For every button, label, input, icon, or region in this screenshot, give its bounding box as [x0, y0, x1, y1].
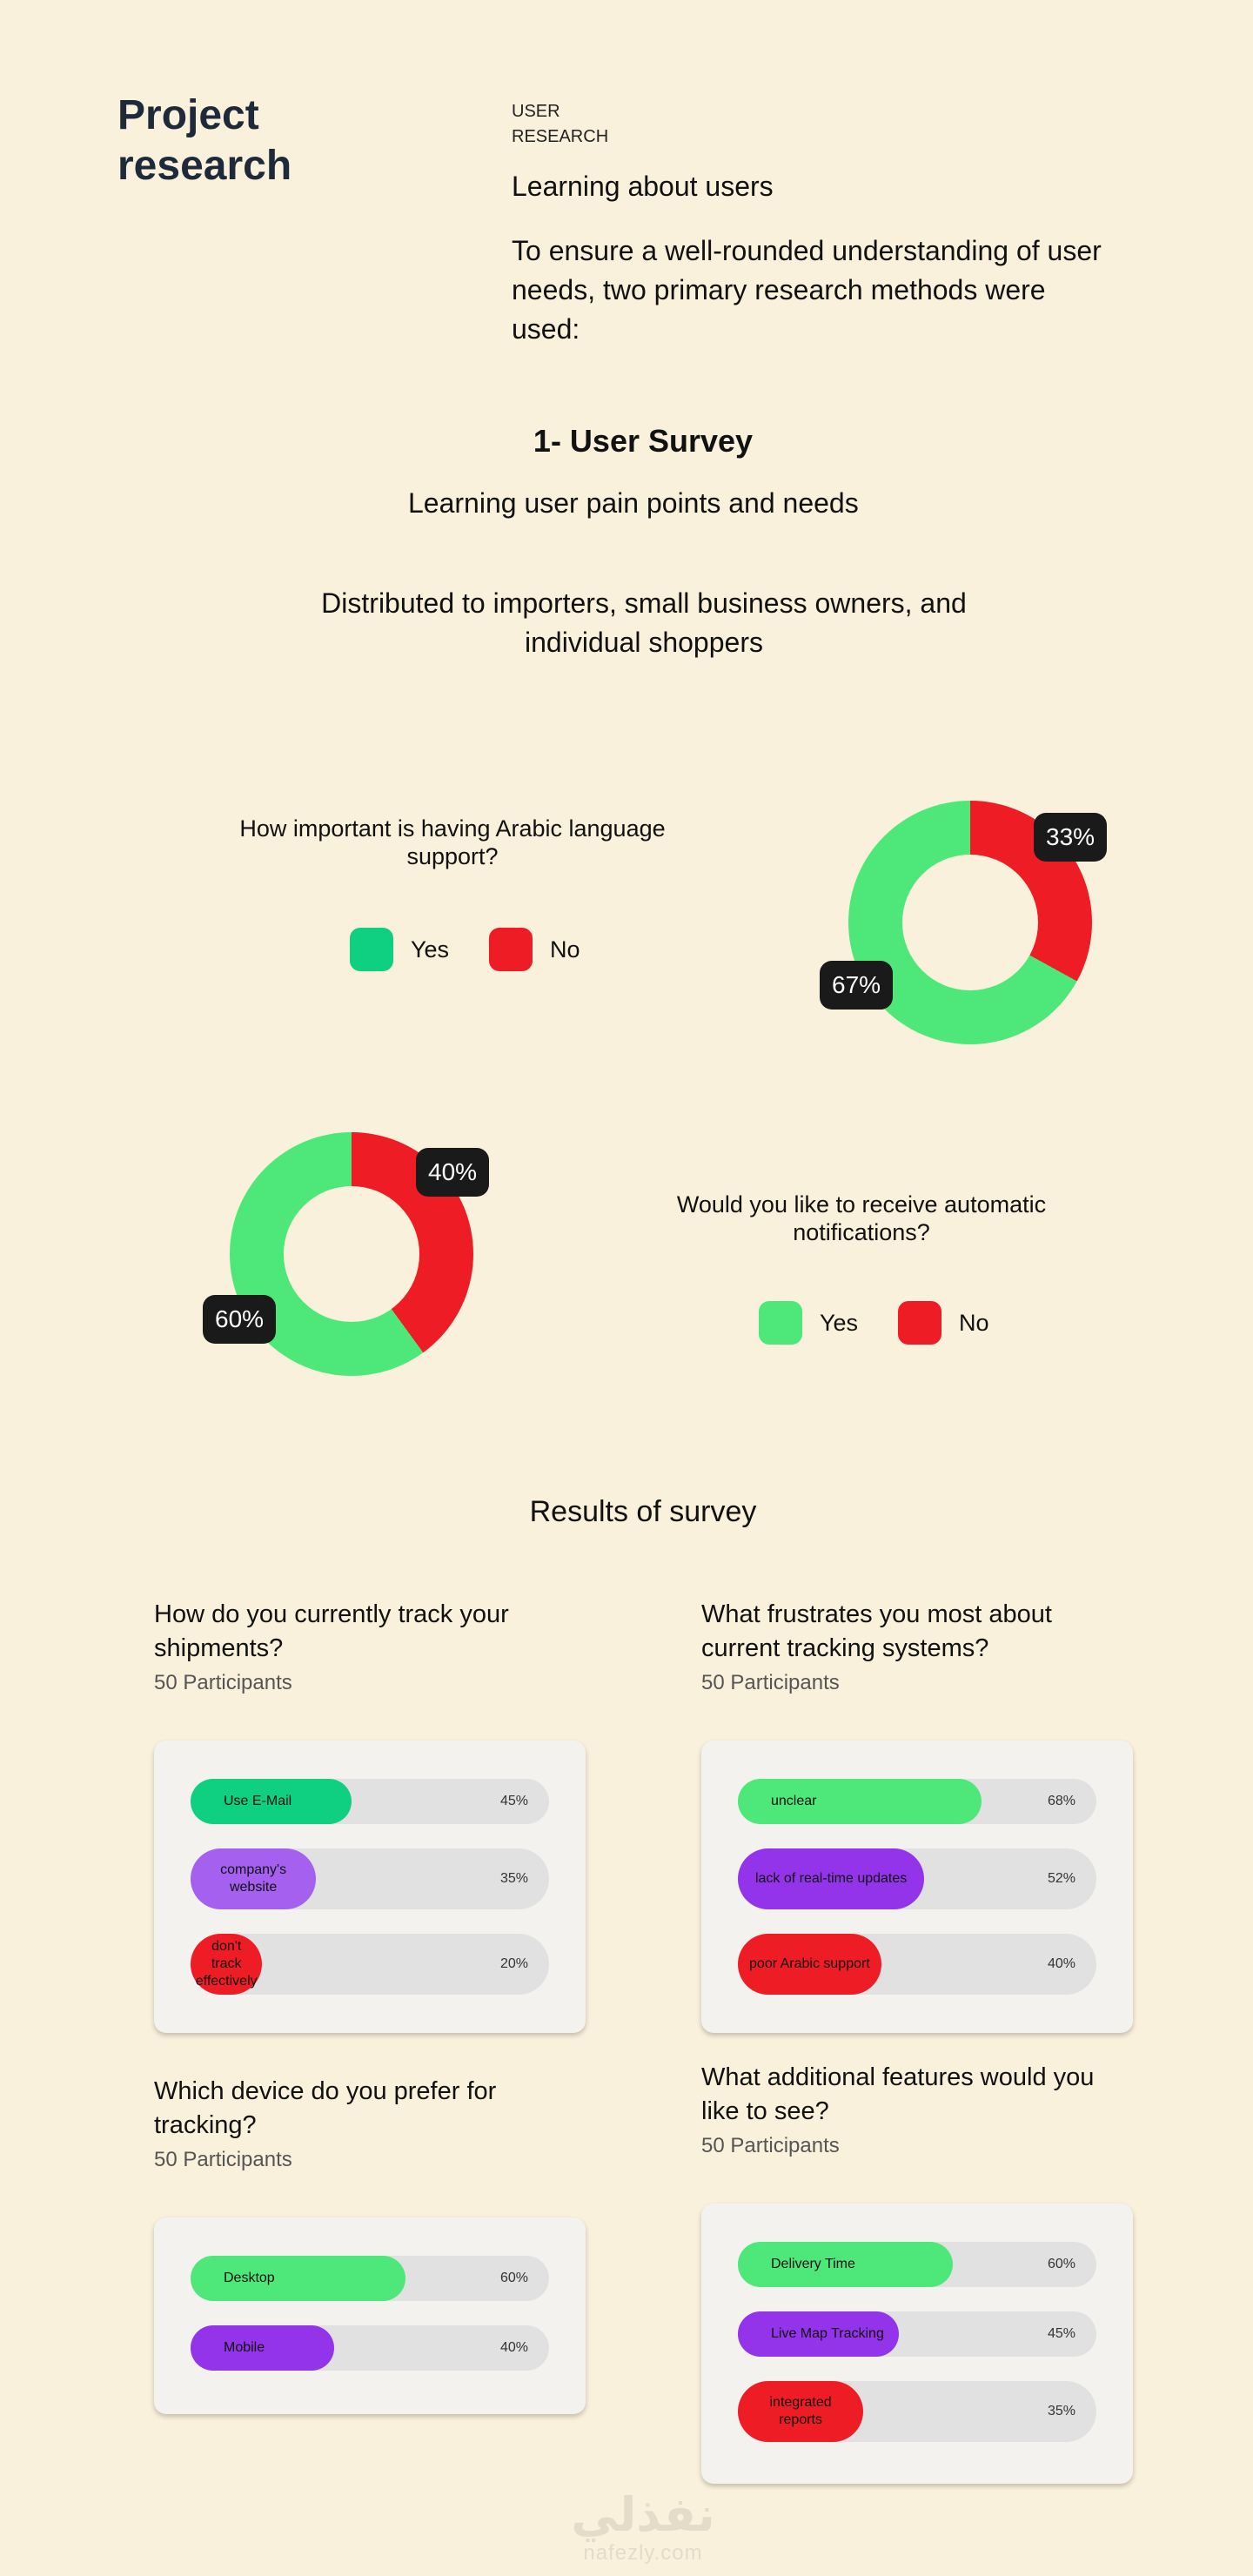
- poll-option-bar: Desktop: [191, 2256, 406, 2301]
- legend-label-no: No: [959, 1309, 989, 1336]
- poll-option-bar: Use E-Mail: [191, 1779, 352, 1824]
- poll-option-bar: Delivery Time: [738, 2242, 954, 2287]
- donut-label-yes: 60%: [203, 1295, 277, 1344]
- poll-option-row: Delivery Time 60%: [738, 2242, 1096, 2287]
- legend-item-yes: Yes: [350, 928, 449, 971]
- donut-hole: [902, 855, 1038, 990]
- poll-option-percent: 60%: [499, 2271, 528, 2285]
- poll-option-percent: 45%: [499, 1794, 528, 1808]
- poll-option-row: lack of real-time updates 52%: [738, 1848, 1096, 1909]
- watermark-logo-arabic: نفذلي: [571, 2487, 715, 2542]
- donut-legend-notifications: Yes No: [759, 1301, 1010, 1345]
- donut-hole: [284, 1186, 419, 1322]
- poll-option-bar: poor Arabic support: [738, 1934, 881, 1995]
- section-heading: Learning about users: [512, 171, 774, 202]
- legend-label-yes: Yes: [820, 1309, 859, 1336]
- poll-option-row: poor Arabic support 40%: [738, 1934, 1096, 1995]
- survey-description: Distributed to importers, small business…: [321, 587, 967, 658]
- donut-label-no: 40%: [416, 1148, 490, 1197]
- poll-option-label: Live Map Tracking: [771, 2326, 884, 2341]
- donut-label-no: 33%: [1034, 813, 1108, 862]
- poll-option-label: don't track effectively: [195, 1939, 258, 1989]
- poll-option-row: unclear 68%: [738, 1779, 1096, 1824]
- poll-option-bar: company's website: [191, 1848, 317, 1909]
- poll-option-row: Desktop 60%: [191, 2256, 549, 2301]
- poll-option-label: Use E-Mail: [224, 1794, 292, 1808]
- poll-question: How do you currently track your shipment…: [154, 1600, 509, 1662]
- poll-option-bar: integrated reports: [738, 2381, 864, 2442]
- legend-label-yes: Yes: [411, 936, 450, 963]
- poll-question: What additional features would you like …: [701, 2063, 1095, 2125]
- poll-header-frustrations: What frustrates you most about current t…: [701, 1598, 1136, 1695]
- poll-option-percent: 40%: [499, 2340, 528, 2355]
- legend-item-no: No: [898, 1301, 989, 1345]
- poll-option-label: Delivery Time: [771, 2257, 855, 2271]
- donut-legend-arabic: Yes No: [350, 928, 601, 971]
- poll-card: Desktop 60% Mobile 40%: [154, 2217, 586, 2414]
- poll-card: unclear 68% lack of real-time updates 52% po…: [701, 1741, 1133, 2033]
- donut-chart-notifications: 40% 60%: [203, 1132, 490, 1376]
- donut-chart-arabic: 33% 67%: [820, 801, 1108, 1044]
- survey-title: 1- User Survey: [533, 423, 754, 459]
- legend-swatch-no: [489, 928, 533, 971]
- legend-item-yes: Yes: [759, 1301, 858, 1345]
- poll-option-row: integrated reports 35%: [738, 2381, 1096, 2442]
- poll-question: Which device do you prefer for tracking?: [154, 2077, 497, 2139]
- poll-option-label: Mobile: [224, 2340, 265, 2355]
- poll-option-row: don't track effectively 20%: [191, 1934, 549, 1995]
- section-eyebrow: USER RESEARCH: [512, 102, 609, 146]
- poll-option-label: lack of real-time updates: [754, 1871, 908, 1886]
- poll-option-percent: 45%: [1047, 2326, 1075, 2341]
- poll-option-row: Use E-Mail 45%: [191, 1779, 549, 1824]
- poll-option-bar: unclear: [738, 1779, 982, 1824]
- poll-option-percent: 20%: [499, 1956, 528, 1971]
- poll-option-percent: 35%: [499, 1871, 528, 1886]
- legend-swatch-no: [898, 1301, 942, 1345]
- poll-option-row: Mobile 40%: [191, 2325, 549, 2371]
- poll-option-percent: 68%: [1047, 1794, 1075, 1808]
- poll-participants: 50 Participants: [701, 2134, 840, 2157]
- donut-label-yes: 67%: [820, 961, 894, 1010]
- poll-card: Use E-Mail 45% company's website 35% don't t…: [154, 1741, 586, 2033]
- watermark: نفذلي nafezly.com: [0, 2489, 1253, 2566]
- poll-option-label: Desktop: [224, 2271, 275, 2285]
- poll-participants: 50 Participants: [154, 1671, 292, 1694]
- poll-option-bar: don't track effectively: [191, 1934, 263, 1995]
- legend-item-no: No: [489, 928, 580, 971]
- poll-option-percent: 40%: [1047, 1956, 1075, 1971]
- poll-option-percent: 35%: [1047, 2404, 1075, 2418]
- legend-swatch-yes: [759, 1301, 802, 1345]
- poll-option-percent: 60%: [1047, 2257, 1075, 2271]
- poll-option-bar: lack of real-time updates: [738, 1848, 925, 1909]
- poll-option-bar: Mobile: [191, 2325, 334, 2371]
- intro-text: To ensure a well-rounded understanding o…: [512, 235, 1102, 345]
- results-title: Results of survey: [529, 1495, 757, 1528]
- donut-question-notifications: Would you like to receive automatic noti…: [676, 1191, 1047, 1245]
- poll-option-label: poor Arabic support: [749, 1956, 870, 1971]
- legend-swatch-yes: [350, 928, 393, 971]
- poll-option-label: company's website: [220, 1862, 287, 1895]
- poll-option-label: integrated reports: [769, 2395, 832, 2427]
- poll-option-row: company's website 35%: [191, 1848, 549, 1909]
- poll-option-percent: 52%: [1047, 1871, 1075, 1886]
- poll-option-bar: Live Map Tracking: [738, 2311, 900, 2357]
- survey-subtitle: Learning user pain points and needs: [408, 487, 859, 519]
- watermark-logo-latin: nafezly.com: [583, 2541, 703, 2565]
- donut-question-arabic: How important is having Arabic language …: [239, 815, 666, 869]
- poll-header-features: What additional features would you like …: [701, 2061, 1136, 2158]
- poll-header-tracking-method: How do you currently track your shipment…: [154, 1598, 589, 1695]
- poll-header-device: Which device do you prefer for tracking?…: [154, 2075, 589, 2172]
- poll-card: Delivery Time 60% Live Map Tracking 45% inte…: [701, 2204, 1133, 2484]
- page-title: Project research: [117, 92, 292, 189]
- poll-participants: 50 Participants: [154, 2148, 292, 2171]
- poll-question: What frustrates you most about current t…: [701, 1600, 1052, 1662]
- poll-option-row: Live Map Tracking 45%: [738, 2311, 1096, 2357]
- legend-label-no: No: [550, 936, 580, 963]
- poll-participants: 50 Participants: [701, 1671, 840, 1694]
- poll-option-label: unclear: [771, 1794, 817, 1808]
